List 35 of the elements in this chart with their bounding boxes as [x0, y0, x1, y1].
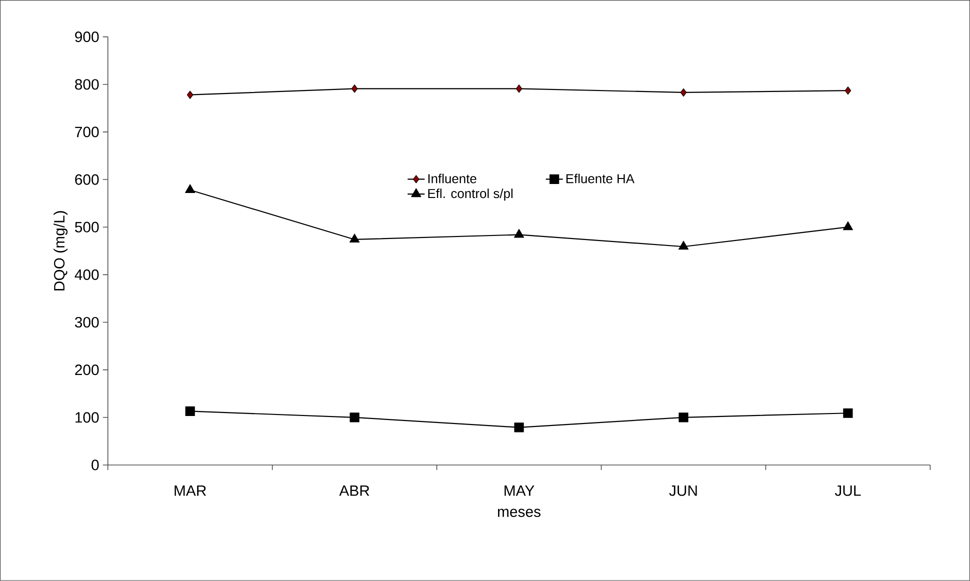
point: [516, 84, 522, 93]
y-tick-label: 800: [75, 79, 99, 90]
x-tick-label: JUL: [834, 486, 861, 496]
legend-label: Efl. control s/pl: [428, 188, 512, 201]
y-tick-label: 200: [75, 364, 99, 376]
x-tick-label: JUN: [669, 486, 697, 496]
point: [185, 406, 195, 416]
point: [678, 412, 688, 422]
y-tick-label: 900: [75, 32, 99, 42]
point: [186, 90, 194, 100]
y-tick-label: 100: [76, 412, 99, 423]
y-tick-label: 400: [74, 269, 99, 280]
point: [678, 240, 689, 250]
point: [844, 86, 852, 95]
point: [351, 84, 358, 93]
y-tick-label: 300: [74, 317, 99, 328]
point: [514, 228, 524, 238]
y-tick-label: 700: [75, 126, 99, 138]
y-tick-label: 500: [74, 222, 99, 232]
point: [843, 408, 853, 418]
legend-label: Efluente HA: [566, 174, 634, 184]
point: [680, 88, 687, 97]
legend-label: Influente: [428, 174, 476, 184]
point: [350, 412, 360, 422]
x-axis-title: meses: [498, 508, 540, 518]
point: [185, 184, 196, 194]
y-axis-title: DQO (mg/L): [54, 211, 68, 290]
point: [514, 422, 524, 432]
point: [349, 234, 360, 243]
x-tick-label: MAY: [504, 486, 534, 496]
x-tick-label: ABR: [339, 486, 370, 496]
y-tick-label: 0: [92, 460, 99, 470]
point: [842, 221, 854, 230]
x-tick-label: MAR: [174, 486, 206, 496]
y-tick-label: 600: [75, 174, 99, 185]
